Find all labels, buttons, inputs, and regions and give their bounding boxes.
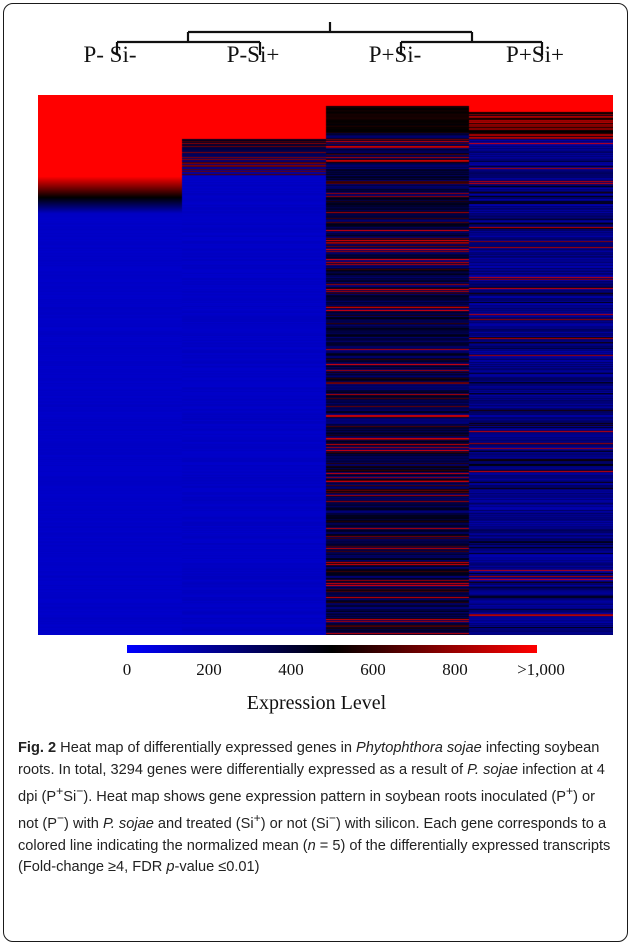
- colorbar-tick-max: >1,000: [517, 660, 565, 679]
- colorbar-title: Expression Level: [246, 692, 387, 714]
- heatmap: [38, 95, 613, 635]
- column-label-p-minus-si-plus: P-Si+: [226, 42, 280, 67]
- heatmap-canvas: [38, 95, 613, 635]
- column-label-p-plus-si-minus: P+Si-: [368, 42, 422, 67]
- colorbar-tick-800: 800: [442, 660, 468, 679]
- colorbar-tick-600: 600: [360, 660, 386, 679]
- colorbar-tick-400: 400: [278, 660, 304, 679]
- column-label-p-plus-si-plus: P+Si+: [506, 42, 564, 67]
- colorbar-tick-200: 200: [196, 660, 222, 679]
- colorbar-tick-0: 0: [122, 660, 132, 679]
- column-label-p-minus-si-minus: P- Si-: [83, 42, 137, 67]
- dendrogram: [115, 22, 544, 55]
- figure-caption: Fig. 2 Heat map of differentially expres…: [18, 740, 611, 876]
- colorbar: [127, 645, 537, 653]
- figure-label: Fig. 2: [18, 740, 57, 756]
